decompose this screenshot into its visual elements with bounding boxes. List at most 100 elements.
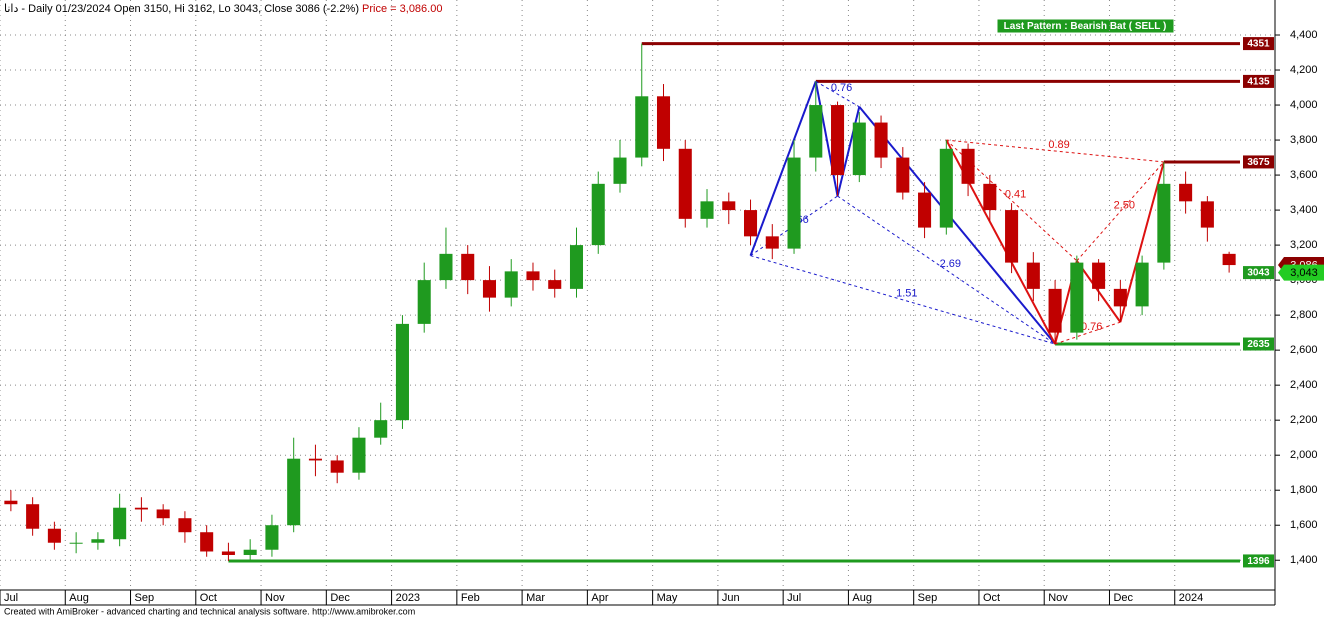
pattern-leg bbox=[749, 81, 817, 256]
price-tag bbox=[1278, 264, 1324, 281]
x-tick-label: Jun bbox=[722, 592, 740, 604]
level-tag bbox=[1243, 554, 1274, 568]
y-tick-label: 2,800 bbox=[1290, 309, 1318, 321]
candle-body bbox=[1157, 183, 1171, 263]
candle-body bbox=[26, 504, 40, 529]
level-tag bbox=[1243, 37, 1274, 51]
candle-body bbox=[939, 148, 953, 228]
candle-body bbox=[918, 192, 932, 228]
pattern-ratio-label: 0.41 bbox=[1005, 188, 1026, 200]
candle-body bbox=[1222, 253, 1236, 266]
candle-body bbox=[395, 323, 409, 421]
x-tick-label: 2023 bbox=[396, 592, 420, 604]
x-tick-label: Dec bbox=[1113, 592, 1133, 604]
candle-body bbox=[1179, 183, 1193, 202]
candle-body bbox=[330, 460, 344, 473]
pattern-leg bbox=[836, 106, 861, 197]
candle-body bbox=[156, 509, 170, 519]
pattern-ratio-label: 0.89 bbox=[1048, 139, 1069, 151]
candle-body bbox=[896, 157, 910, 193]
candle-body bbox=[613, 157, 627, 184]
candle-body bbox=[591, 183, 605, 246]
candle-body bbox=[504, 271, 518, 298]
x-tick-label: Feb bbox=[461, 592, 480, 604]
candle-body bbox=[1092, 262, 1106, 289]
candle-body bbox=[831, 105, 845, 176]
candle-body bbox=[417, 280, 431, 324]
candle-body bbox=[200, 532, 214, 552]
candle-body bbox=[852, 122, 866, 176]
pattern-ratio-label: 2.69 bbox=[940, 258, 961, 270]
candle-body bbox=[635, 96, 649, 158]
x-tick-label: Oct bbox=[200, 592, 217, 604]
y-tick-label: 4,200 bbox=[1290, 64, 1318, 76]
candle-body bbox=[700, 201, 714, 219]
x-tick-label: Apr bbox=[591, 592, 608, 604]
pattern-leg bbox=[1119, 161, 1165, 323]
candle-body bbox=[308, 458, 322, 461]
candle-body bbox=[1026, 262, 1040, 289]
y-tick-label: 3,800 bbox=[1290, 134, 1318, 146]
y-tick-label: 2,200 bbox=[1290, 414, 1318, 426]
y-tick-label: 3,600 bbox=[1290, 169, 1318, 181]
y-tick-label: 4,000 bbox=[1290, 99, 1318, 111]
chart-title: دانا - Daily 01/23/2024 Open 3150, Hi 31… bbox=[4, 3, 442, 15]
x-tick-label: Aug bbox=[852, 592, 872, 604]
y-tick-label: 3,400 bbox=[1290, 204, 1318, 216]
candle-body bbox=[178, 518, 192, 533]
pattern-ratio-line bbox=[837, 195, 1056, 345]
candle-body bbox=[243, 549, 257, 555]
pattern-ratio-label: 1.51 bbox=[896, 288, 917, 300]
y-tick-label: 4,400 bbox=[1290, 29, 1318, 41]
y-tick-label: 1,600 bbox=[1290, 519, 1318, 531]
footer: Created with AmiBroker - advanced charti… bbox=[4, 606, 415, 616]
candle-body bbox=[983, 183, 997, 211]
level-tag-label: 3043 bbox=[1247, 268, 1270, 279]
candle-body bbox=[744, 210, 758, 237]
pattern-ratio-label: 2.50 bbox=[1114, 199, 1135, 211]
candle-body bbox=[91, 539, 105, 543]
candle-body bbox=[526, 271, 540, 281]
candle-body bbox=[656, 96, 671, 149]
pattern-leg bbox=[814, 81, 839, 197]
candle-body bbox=[874, 122, 888, 158]
level-tag bbox=[1243, 74, 1274, 88]
candle-body bbox=[722, 201, 736, 211]
candle-body bbox=[569, 245, 584, 289]
pattern-ratio-label: 0.76 bbox=[831, 82, 852, 94]
level-tag-label: 1396 bbox=[1247, 556, 1270, 567]
y-tick-label: 1,400 bbox=[1290, 554, 1318, 566]
candle-body bbox=[69, 542, 83, 544]
candle-body bbox=[482, 280, 496, 298]
price-text: Price = 3,086.00 bbox=[362, 3, 442, 15]
x-tick-label: Dec bbox=[330, 592, 350, 604]
candle-body bbox=[47, 528, 61, 543]
candle-body bbox=[221, 551, 235, 555]
x-tick-label: Nov bbox=[265, 592, 285, 604]
x-tick-label: Mar bbox=[526, 592, 545, 604]
candle-body bbox=[548, 280, 562, 289]
title: دانا - Daily 01/23/2024 Open 3150, Hi 31… bbox=[4, 3, 359, 15]
x-tick-label: May bbox=[657, 592, 678, 604]
candle-body bbox=[1113, 288, 1127, 307]
x-tick-label: Nov bbox=[1048, 592, 1068, 604]
candle-body bbox=[1005, 210, 1019, 263]
x-tick-label: Aug bbox=[69, 592, 89, 604]
price-tag-label: 3,043 bbox=[1290, 267, 1318, 279]
candle-body bbox=[961, 148, 975, 184]
candle-body bbox=[809, 105, 823, 158]
candle-body bbox=[113, 507, 127, 540]
x-tick-label: Jul bbox=[787, 592, 801, 604]
candle-body bbox=[1048, 288, 1062, 333]
level-tag bbox=[1243, 155, 1274, 169]
candle-body bbox=[439, 253, 453, 281]
candle-body bbox=[265, 525, 279, 550]
y-tick-label: 1,800 bbox=[1290, 484, 1318, 496]
candle-body bbox=[4, 500, 18, 505]
pattern-ratio-line bbox=[750, 255, 1056, 345]
y-tick-label: 3,200 bbox=[1290, 239, 1318, 251]
candle-body bbox=[374, 420, 388, 438]
level-tag-label: 3675 bbox=[1247, 157, 1270, 168]
level-tag-label: 4135 bbox=[1247, 77, 1270, 88]
